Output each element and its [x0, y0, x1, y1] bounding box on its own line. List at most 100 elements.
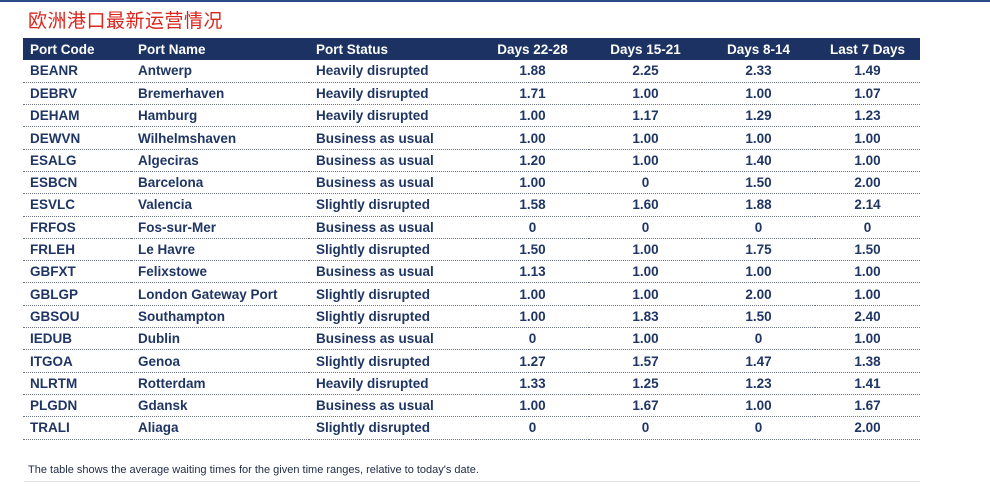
last-7-days-cell: 2.00	[815, 171, 920, 195]
days-15-21-cell: 1.00	[589, 149, 702, 172]
port-code-cell: PLGDN	[23, 394, 131, 418]
last-7-days-cell: 1.67	[815, 394, 920, 418]
header-port-code: Port Code	[30, 41, 95, 57]
port-code-cell: BEANR	[23, 60, 131, 83]
port-name-cell: Rotterdam	[131, 372, 309, 395]
top-rule	[0, 0, 990, 2]
port-code-cell: DEHAM	[23, 104, 131, 128]
days-8-14-cell: 1.00	[702, 394, 815, 418]
port-status-cell: Slightly disrupted	[309, 193, 476, 217]
days-8-14-cell: 0	[702, 416, 815, 440]
port-code-cell: TRALI	[23, 416, 131, 440]
port-status-cell: Business as usual	[309, 126, 476, 150]
days-15-21-cell: 1.00	[589, 327, 702, 351]
port-status-cell: Business as usual	[309, 394, 476, 418]
last-7-days-cell: 1.00	[815, 282, 920, 306]
days-8-14-cell: 0	[702, 327, 815, 351]
port-name-cell: Bremerhaven	[131, 82, 309, 106]
days-22-28-cell: 1.13	[476, 260, 589, 284]
port-name-cell: Wilhelmshaven	[131, 126, 309, 150]
days-8-14-cell: 1.50	[702, 305, 815, 329]
port-name-cell: London Gateway Port	[131, 282, 309, 306]
table-row: DEWVN Wilhelmshaven Business as usual 1.00 1…	[23, 126, 920, 150]
days-22-28-cell: 0	[476, 216, 589, 239]
port-status-cell: Heavily disrupted	[309, 372, 476, 395]
port-status-cell: Business as usual	[309, 216, 476, 239]
port-status-table-container: Port Code Port Name Port Status Days 22-…	[23, 38, 920, 440]
days-15-21-cell: 1.17	[589, 104, 702, 128]
port-status-cell: Slightly disrupted	[309, 305, 476, 329]
port-status-cell: Slightly disrupted	[309, 416, 476, 440]
port-code-cell: IEDUB	[23, 327, 131, 351]
days-15-21-cell: 1.00	[589, 126, 702, 150]
table-row: FRLEH Le Havre Slightly disrupted 1.50 1.00 1…	[23, 238, 920, 262]
port-status-cell: Slightly disrupted	[309, 238, 476, 262]
days-15-21-cell: 1.00	[589, 282, 702, 306]
table-row: NLRTM Rotterdam Heavily disrupted 1.33 1.25 1…	[23, 372, 920, 395]
last-7-days-cell: 2.00	[815, 416, 920, 440]
days-22-28-cell: 1.20	[476, 149, 589, 172]
header-port-status: Port Status	[316, 41, 389, 57]
days-15-21-cell: 1.83	[589, 305, 702, 329]
last-7-days-cell: 1.50	[815, 238, 920, 262]
port-status-cell: Business as usual	[309, 327, 476, 351]
port-status-cell: Business as usual	[309, 171, 476, 195]
table-row: GBSOU Southampton Slightly disrupted 1.00 1.…	[23, 305, 920, 329]
days-22-28-cell: 1.33	[476, 372, 589, 395]
days-22-28-cell: 1.00	[476, 171, 589, 195]
last-7-days-cell: 1.00	[815, 327, 920, 351]
days-8-14-cell: 2.00	[702, 282, 815, 306]
last-7-days-cell: 1.23	[815, 104, 920, 128]
days-8-14-cell: 1.23	[702, 372, 815, 395]
last-7-days-cell: 1.38	[815, 349, 920, 373]
bottom-rule	[24, 481, 920, 482]
days-15-21-cell: 1.00	[589, 238, 702, 262]
table-row: GBFXT Felixstowe Business as usual 1.13 1.00…	[23, 260, 920, 284]
port-status-cell: Heavily disrupted	[309, 60, 476, 83]
port-name-cell: Gdansk	[131, 394, 309, 418]
page-title: 欧洲港口最新运营情况	[28, 10, 224, 32]
last-7-days-cell: 1.41	[815, 372, 920, 395]
days-22-28-cell: 1.50	[476, 238, 589, 262]
table-row: GBLGP London Gateway Port Slightly disrupt…	[23, 282, 920, 306]
table-row: ESALG Algeciras Business as usual 1.20 1.00 1…	[23, 149, 920, 172]
days-22-28-cell: 1.00	[476, 104, 589, 128]
port-name-cell: Le Havre	[131, 238, 309, 262]
days-22-28-cell: 1.58	[476, 193, 589, 217]
header-port-name: Port Name	[138, 41, 206, 57]
port-status-cell: Heavily disrupted	[309, 82, 476, 106]
port-status-cell: Business as usual	[309, 149, 476, 172]
days-22-28-cell: 1.88	[476, 60, 589, 83]
days-22-28-cell: 1.27	[476, 349, 589, 373]
last-7-days-cell: 2.40	[815, 305, 920, 329]
port-code-cell: NLRTM	[23, 372, 131, 395]
header-last-7-days: Last 7 Days	[829, 41, 906, 57]
port-name-cell: Hamburg	[131, 104, 309, 128]
table-header-row: Port Code Port Name Port Status Days 22-…	[23, 38, 920, 60]
port-name-cell: Algeciras	[131, 149, 309, 172]
table-row: IEDUB Dublin Business as usual 0 1.00 0 1.00	[23, 327, 920, 351]
port-code-cell: ESALG	[23, 149, 131, 172]
table-body: BEANR Antwerp Heavily disrupted 1.88 2.25 2.3…	[23, 60, 920, 440]
days-15-21-cell: 1.00	[589, 260, 702, 284]
table-row: BEANR Antwerp Heavily disrupted 1.88 2.25 2.3…	[23, 60, 920, 83]
days-8-14-cell: 0	[702, 216, 815, 239]
port-name-cell: Aliaga	[131, 416, 309, 440]
port-name-cell: Valencia	[131, 193, 309, 217]
port-status-cell: Slightly disrupted	[309, 349, 476, 373]
days-15-21-cell: 1.00	[589, 82, 702, 106]
days-22-28-cell: 0	[476, 416, 589, 440]
table-row: DEBRV Bremerhaven Heavily disrupted 1.71 1.0…	[23, 82, 920, 106]
header-days-22-28: Days 22-28	[497, 41, 568, 57]
days-22-28-cell: 1.00	[476, 394, 589, 418]
header-days-15-21: Days 15-21	[610, 41, 681, 57]
port-code-cell: FRFOS	[23, 216, 131, 239]
days-22-28-cell: 1.00	[476, 305, 589, 329]
table-row: TRALI Aliaga Slightly disrupted 0 0 0 2.00	[23, 416, 920, 440]
days-8-14-cell: 1.47	[702, 349, 815, 373]
port-name-cell: Barcelona	[131, 171, 309, 195]
days-8-14-cell: 1.00	[702, 82, 815, 106]
last-7-days-cell: 1.00	[815, 126, 920, 150]
port-status-cell: Business as usual	[309, 260, 476, 284]
table-row: ESVLC Valencia Slightly disrupted 1.58 1.60 1…	[23, 193, 920, 217]
